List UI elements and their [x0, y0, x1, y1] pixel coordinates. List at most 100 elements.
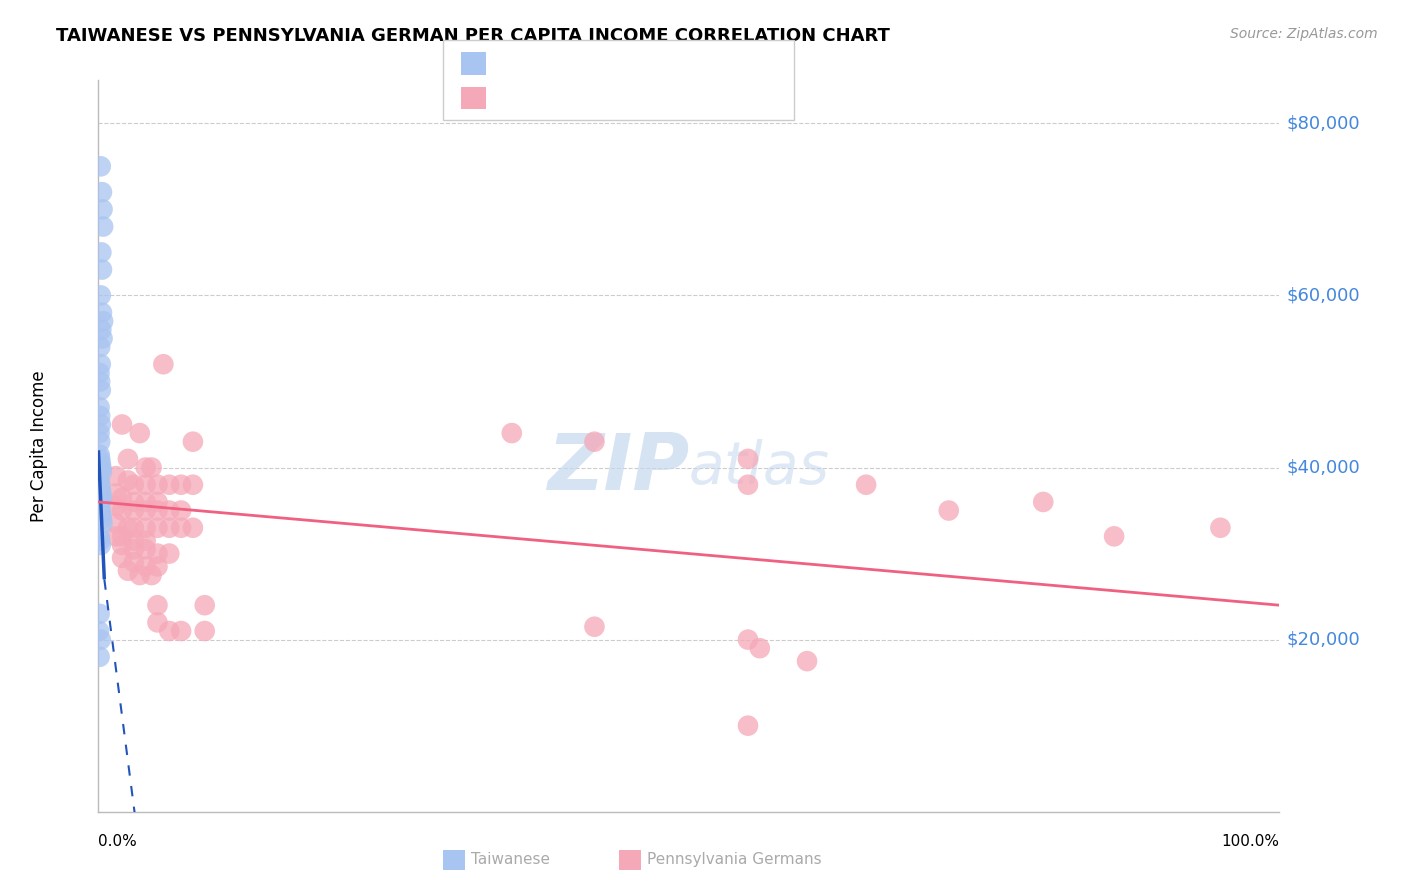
Point	[146, 521, 169, 535]
Text: ZIP: ZIP	[547, 430, 689, 506]
Point	[90, 383, 112, 397]
Point	[90, 460, 112, 475]
Point	[737, 477, 759, 491]
Point	[91, 331, 114, 345]
Point	[194, 624, 217, 638]
Point	[117, 521, 139, 535]
Point	[117, 564, 139, 578]
Point	[146, 547, 169, 561]
Point	[146, 477, 169, 491]
Point	[105, 529, 128, 543]
Point	[90, 482, 112, 496]
Point	[90, 632, 112, 647]
Point	[146, 559, 169, 574]
Text: Pennsylvania Germans: Pennsylvania Germans	[647, 853, 821, 867]
Point	[89, 500, 111, 514]
Point	[122, 555, 145, 569]
Point	[748, 641, 770, 656]
Point	[90, 159, 112, 173]
Point	[146, 615, 169, 630]
Point	[122, 503, 145, 517]
Point	[90, 486, 112, 500]
Point	[855, 477, 877, 491]
Point	[90, 288, 112, 302]
Point	[111, 491, 134, 505]
Point	[91, 491, 114, 505]
Point	[135, 477, 157, 491]
Point	[157, 503, 180, 517]
Point	[91, 202, 114, 217]
Point	[583, 620, 606, 634]
Point	[89, 495, 111, 509]
Point	[89, 474, 111, 488]
Point	[135, 533, 157, 548]
Point	[89, 375, 111, 389]
Point	[91, 305, 114, 319]
Point	[152, 357, 174, 371]
Point	[111, 503, 134, 517]
Text: $60,000: $60,000	[1286, 286, 1360, 304]
Point	[90, 456, 112, 470]
Point	[181, 521, 204, 535]
Point	[89, 607, 111, 621]
Point	[111, 529, 134, 543]
Point	[135, 521, 157, 535]
Point	[91, 314, 114, 328]
Point	[91, 516, 114, 531]
Point	[87, 624, 110, 638]
Point	[135, 542, 157, 557]
Point	[135, 460, 157, 475]
Point	[135, 503, 157, 517]
Point	[170, 477, 193, 491]
Point	[170, 521, 193, 535]
Point	[117, 451, 139, 466]
Point	[105, 486, 128, 500]
Text: $80,000: $80,000	[1286, 114, 1360, 132]
Point	[194, 598, 217, 612]
Point	[105, 516, 128, 531]
Text: 0.0%: 0.0%	[98, 834, 138, 848]
Text: atlas: atlas	[689, 440, 830, 497]
Text: Taiwanese: Taiwanese	[471, 853, 550, 867]
Point	[89, 533, 111, 548]
Point	[89, 448, 111, 462]
Point	[135, 559, 157, 574]
Point	[737, 719, 759, 733]
Point	[122, 542, 145, 557]
Point	[89, 426, 111, 441]
Point	[181, 477, 204, 491]
Text: N = 44: N = 44	[682, 54, 740, 72]
Point	[111, 417, 134, 432]
Point	[89, 340, 111, 354]
Text: $20,000: $20,000	[1286, 631, 1360, 648]
Point	[128, 426, 150, 441]
Point	[89, 477, 111, 491]
Point	[89, 401, 111, 415]
Point	[128, 568, 150, 582]
Point	[122, 477, 145, 491]
Text: $40,000: $40,000	[1286, 458, 1360, 476]
Point	[170, 624, 193, 638]
Point	[90, 417, 112, 432]
Point	[146, 598, 169, 612]
Point	[938, 503, 960, 517]
Text: R = -0.307: R = -0.307	[498, 88, 586, 107]
Point	[91, 512, 114, 526]
Point	[90, 503, 112, 517]
Text: N = 77: N = 77	[682, 88, 740, 107]
Text: R = -0.330: R = -0.330	[498, 54, 588, 72]
Point	[89, 451, 111, 466]
Point	[1102, 529, 1125, 543]
Point	[122, 495, 145, 509]
Point	[146, 495, 169, 509]
Point	[105, 469, 128, 483]
Point	[737, 632, 759, 647]
Point	[90, 538, 112, 552]
Point	[90, 508, 112, 522]
Point	[141, 568, 163, 582]
Point	[89, 409, 111, 423]
Point	[122, 521, 145, 535]
Point	[796, 654, 818, 668]
Point	[122, 533, 145, 548]
Point	[501, 426, 523, 441]
